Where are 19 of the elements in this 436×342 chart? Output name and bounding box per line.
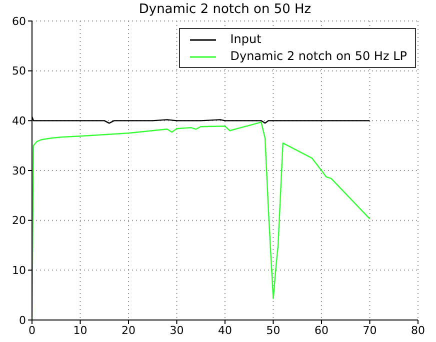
x-tick-label: 10 <box>73 324 88 337</box>
x-tick-label: 0 <box>28 324 36 337</box>
y-tick-label: 10 <box>12 264 26 278</box>
x-tick-label: 70 <box>362 324 377 337</box>
x-tick-label: 40 <box>218 324 232 337</box>
chart-title: Dynamic 2 notch on 50 Hz <box>138 2 312 17</box>
x-tick-label: 20 <box>122 324 136 337</box>
x-tick-label: 80 <box>411 324 425 337</box>
x-tick-label: 60 <box>314 324 328 337</box>
legend-label: Dynamic 2 notch on 50 Hz LP <box>230 48 407 65</box>
y-tick-label: 60 <box>12 14 26 28</box>
x-tick-label: 50 <box>266 324 280 337</box>
y-tick-label: 40 <box>12 114 26 128</box>
x-tick-label: 30 <box>170 324 184 337</box>
y-tick-label: 0 <box>19 314 26 327</box>
y-tick-label: 50 <box>12 64 26 78</box>
y-tick-label: 30 <box>12 164 26 178</box>
legend-label: Input <box>230 31 262 48</box>
y-tick-label: 20 <box>12 214 26 228</box>
